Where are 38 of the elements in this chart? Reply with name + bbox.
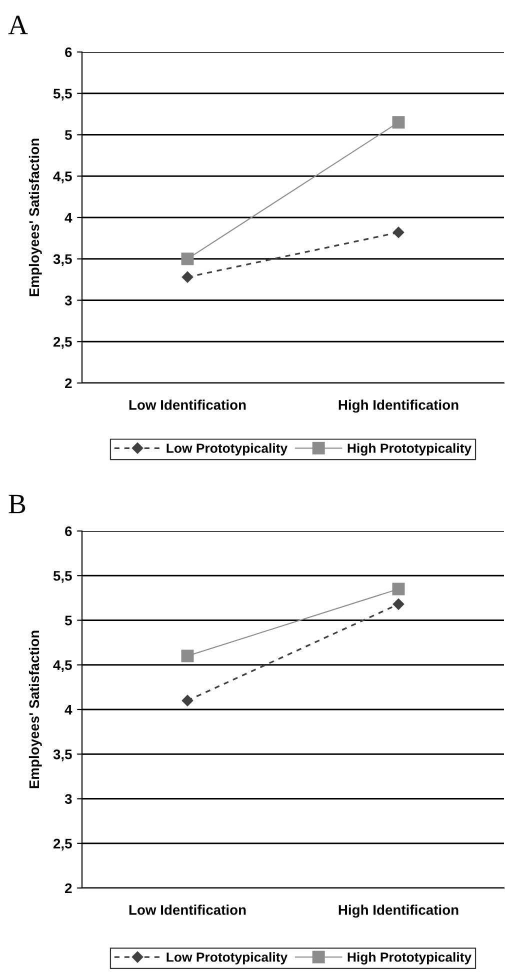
point <box>392 598 404 610</box>
point <box>392 116 405 129</box>
y-tick-label: 5,5 <box>53 571 72 583</box>
x-tick-label: Low Identification <box>129 904 246 915</box>
y-tick-label: 4,5 <box>53 172 72 184</box>
point <box>182 694 194 706</box>
y-tick-label: 4 <box>64 212 72 223</box>
y-tick-label: 6 <box>65 526 72 536</box>
chart-title: B <box>8 494 26 514</box>
y-tick-label: 5,5 <box>53 88 72 101</box>
legend-label: Low Prototypicality <box>166 952 288 964</box>
y-tick-label: 3,5 <box>53 749 72 762</box>
point <box>392 582 405 596</box>
y-tick-label: 3 <box>64 794 72 804</box>
y-tick-label: 2 <box>65 883 72 894</box>
x-tick-label: High Identification <box>338 400 458 413</box>
y-tick-label: 2,5 <box>53 838 72 851</box>
y-tick-label: 3 <box>64 296 72 306</box>
point <box>181 650 194 662</box>
x-tick-label: High Identification <box>338 904 458 918</box>
chart-title: A <box>8 16 28 34</box>
legend-label: Low Prototypicality <box>166 443 288 456</box>
y-tick-label: 5 <box>64 616 72 626</box>
y-tick-label: 5 <box>64 130 72 140</box>
legend-label: High Prototypicality <box>348 443 472 456</box>
y-tick-label: 4 <box>64 704 72 715</box>
y-tick-label: 2 <box>65 378 72 388</box>
y-axis-title: Employees' Satisfaction <box>28 138 42 296</box>
y-tick-label: 3,5 <box>53 254 72 266</box>
y-axis-title: Employees' Satisfaction <box>28 630 42 788</box>
point <box>392 226 404 238</box>
y-tick-label: 6 <box>65 47 72 58</box>
x-tick-label: Low Identification <box>129 400 246 410</box>
y-tick-label: 2,5 <box>53 336 72 349</box>
point <box>181 252 194 266</box>
point <box>182 271 194 283</box>
legend-label: High Prototypicality <box>348 952 472 964</box>
y-tick-label: 4,5 <box>53 660 72 672</box>
